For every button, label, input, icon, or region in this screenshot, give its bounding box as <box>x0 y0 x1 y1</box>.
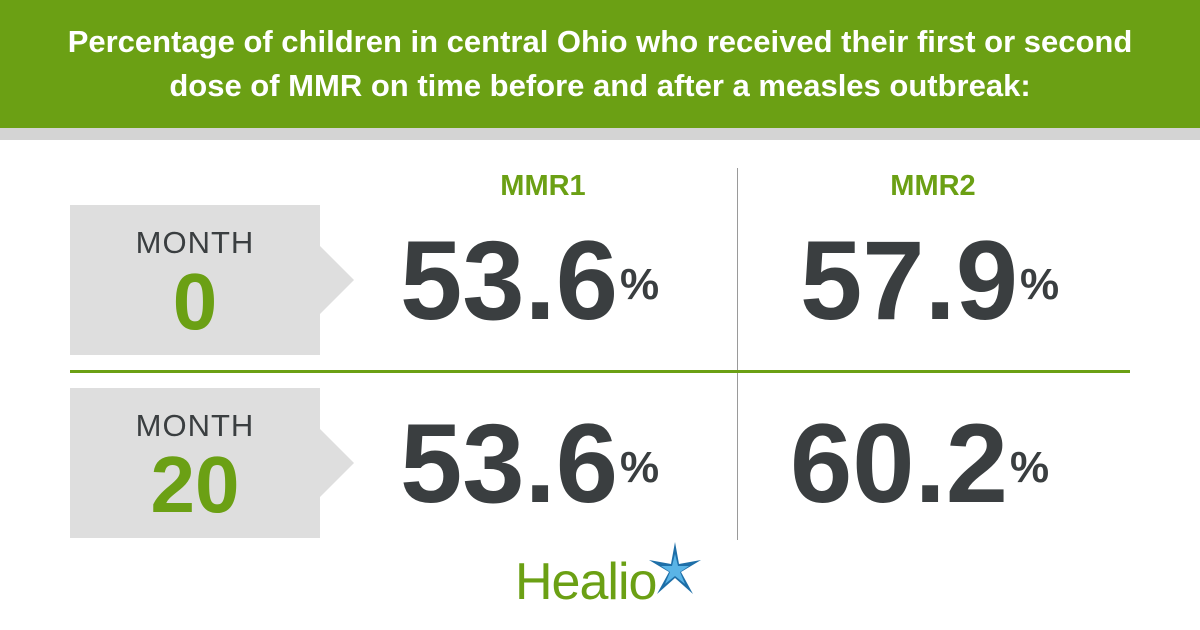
value-number: 57.9 <box>800 218 1018 343</box>
row-label-month-20: MONTH 20 <box>70 388 354 538</box>
healio-logo: Healio <box>515 540 715 611</box>
star-burst-icon <box>649 542 701 594</box>
row-label-word: MONTH <box>135 408 255 443</box>
chart-title: Percentage of children in central Ohio w… <box>67 24 1133 103</box>
row-label-number: 0 <box>172 257 218 346</box>
vertical-divider <box>737 168 738 540</box>
horizontal-divider <box>70 370 1130 373</box>
value-month20-mmr2: 60.2% <box>790 408 1049 520</box>
value-number: 53.6 <box>400 218 618 343</box>
value-month20-mmr1: 53.6% <box>400 408 659 520</box>
value-month0-mmr2: 57.9% <box>800 225 1059 337</box>
column-header-mmr2: MMR2 <box>890 170 976 202</box>
percent-sign: % <box>619 260 660 309</box>
value-number: 60.2 <box>790 401 1008 526</box>
row-label-month-0: MONTH 0 <box>70 205 354 355</box>
column-header-mmr1: MMR1 <box>500 170 586 202</box>
row-label-word: MONTH <box>135 225 255 260</box>
percent-sign: % <box>619 443 660 492</box>
row-label-number: 20 <box>150 440 240 529</box>
logo-wordmark: Healio <box>515 553 657 611</box>
arrow-pointer <box>320 429 354 497</box>
value-number: 53.6 <box>400 401 618 526</box>
header-banner: Percentage of children in central Ohio w… <box>0 0 1200 128</box>
header-divider-strip <box>0 128 1200 140</box>
percent-sign: % <box>1019 260 1060 309</box>
arrow-pointer <box>320 246 354 314</box>
percent-sign: % <box>1009 443 1050 492</box>
value-month0-mmr1: 53.6% <box>400 225 659 337</box>
